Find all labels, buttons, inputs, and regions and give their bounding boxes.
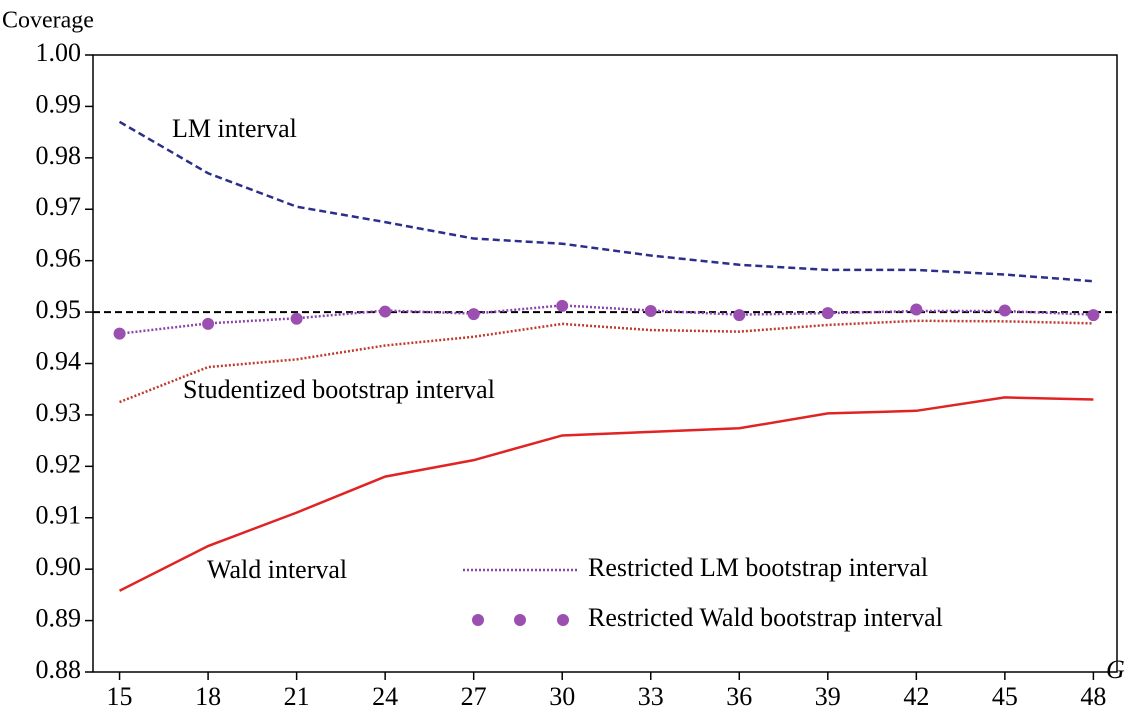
y-tick-label: 0.92 — [36, 449, 82, 478]
x-tick-label: 30 — [549, 682, 575, 711]
y-tick-label: 0.94 — [36, 346, 82, 375]
legend-marker — [472, 614, 484, 626]
x-tick-label: 42 — [903, 682, 929, 711]
marker — [467, 308, 480, 321]
y-tick-label: 0.96 — [36, 244, 82, 273]
series-annotation: Studentized bootstrap interval — [183, 375, 495, 404]
series-line — [118, 120, 1094, 283]
x-tick-label: 24 — [372, 682, 398, 711]
marker — [1087, 309, 1100, 322]
y-tick-label: 0.99 — [36, 89, 82, 118]
y-tick-label: 0.91 — [36, 501, 82, 530]
legend-label: Restricted LM bootstrap interval — [588, 553, 928, 582]
x-tick-label: 36 — [726, 682, 752, 711]
series-line — [118, 396, 1094, 592]
series-annotation: LM interval — [172, 114, 297, 143]
y-tick-label: 0.88 — [36, 655, 82, 684]
x-tick-label: 18 — [195, 682, 221, 711]
x-axis-label: G — [1106, 655, 1125, 684]
marker — [910, 303, 923, 316]
y-tick-label: 0.98 — [36, 141, 82, 170]
legend-marker — [514, 614, 526, 626]
marker — [202, 317, 215, 330]
legend-label: Restricted Wald bootstrap interval — [588, 603, 943, 632]
series-line — [119, 304, 1094, 335]
x-tick-label: 39 — [815, 682, 841, 711]
marker — [733, 309, 746, 322]
y-axis-label: Coverage — [2, 8, 94, 34]
y-tick-label: 0.90 — [36, 552, 82, 581]
marker — [379, 305, 392, 318]
x-tick-label: 45 — [992, 682, 1018, 711]
x-tick-label: 27 — [461, 682, 487, 711]
marker — [644, 305, 657, 318]
y-tick-label: 0.89 — [36, 604, 82, 633]
marker — [290, 312, 303, 325]
x-tick-label: 15 — [107, 682, 133, 711]
y-tick-label: 1.00 — [36, 38, 82, 67]
marker — [998, 304, 1011, 317]
series-line — [119, 319, 1094, 404]
series-annotation: Wald interval — [207, 555, 347, 584]
y-tick-label: 0.97 — [36, 192, 82, 221]
marker — [556, 299, 569, 312]
marker — [113, 327, 126, 340]
y-tick-label: 0.93 — [36, 398, 82, 427]
x-tick-label: 21 — [284, 682, 310, 711]
x-tick-label: 48 — [1080, 682, 1106, 711]
x-tick-label: 33 — [638, 682, 664, 711]
y-tick-label: 0.95 — [36, 295, 82, 324]
marker — [821, 307, 834, 320]
legend-marker — [557, 614, 569, 626]
